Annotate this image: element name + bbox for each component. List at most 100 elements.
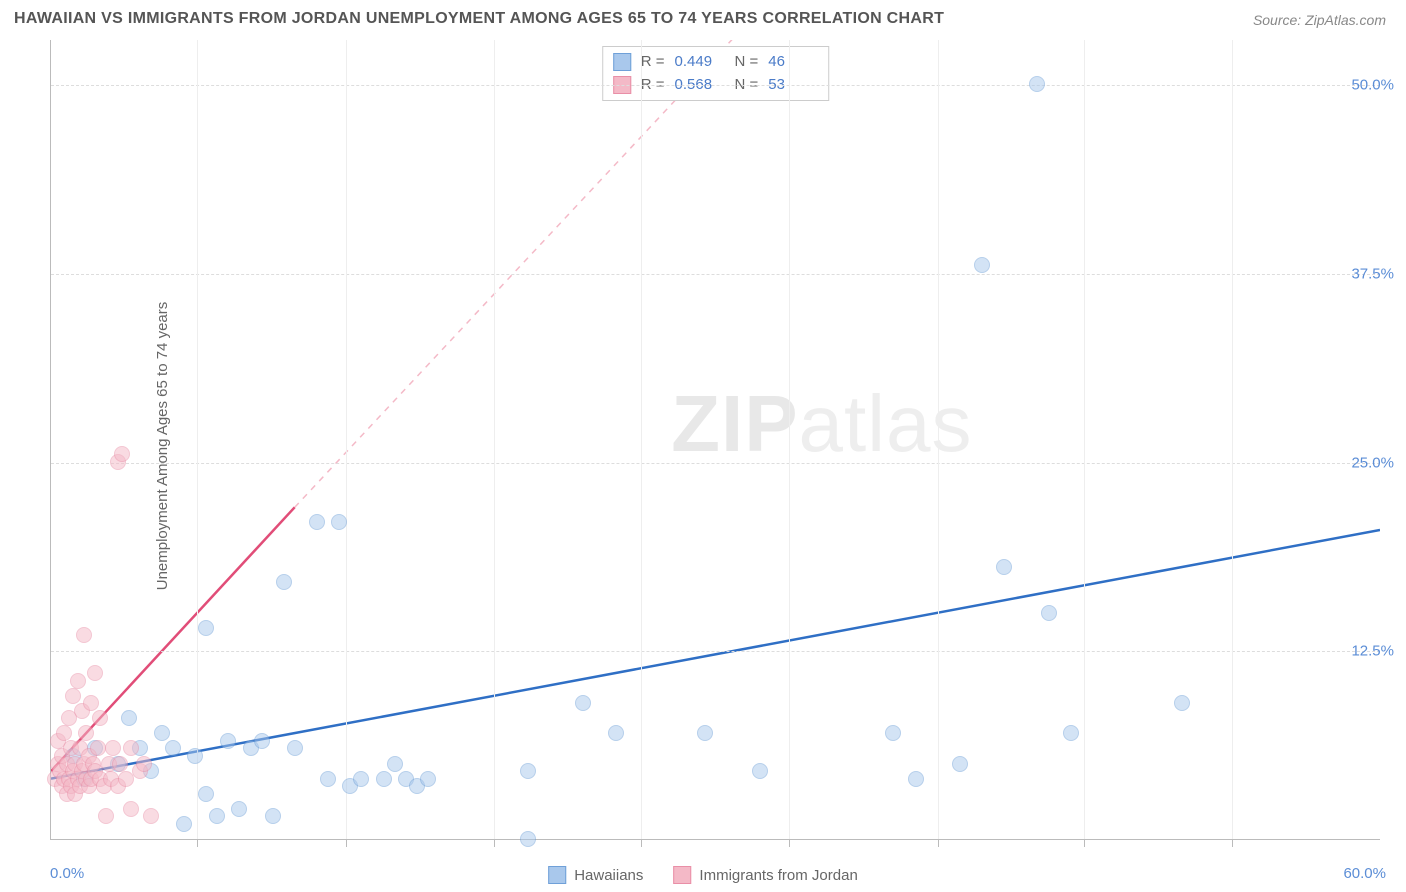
stat-r-label: R = <box>641 51 665 74</box>
data-point <box>176 816 192 832</box>
data-point <box>752 763 768 779</box>
gridline-v <box>1232 40 1233 839</box>
data-point <box>209 808 225 824</box>
data-point <box>187 748 203 764</box>
data-point <box>76 627 92 643</box>
gridline-v <box>641 40 642 839</box>
y-tick-label: 25.0% <box>1351 454 1394 471</box>
data-point <box>387 756 403 772</box>
gridline-h <box>51 274 1380 275</box>
gridline-v <box>494 40 495 839</box>
y-tick-label: 12.5% <box>1351 643 1394 660</box>
data-point <box>1041 605 1057 621</box>
data-point <box>83 695 99 711</box>
data-point <box>996 559 1012 575</box>
data-point <box>231 801 247 817</box>
data-point <box>353 771 369 787</box>
watermark-atlas: atlas <box>799 379 973 468</box>
legend-label: Hawaiians <box>574 867 643 884</box>
data-point <box>1029 76 1045 92</box>
data-point <box>98 808 114 824</box>
gridline-v <box>1084 40 1085 839</box>
data-point <box>974 257 990 273</box>
source-label: Source: ZipAtlas.com <box>1253 12 1386 28</box>
data-point <box>520 831 536 847</box>
data-point <box>1174 695 1190 711</box>
data-point <box>90 740 106 756</box>
stats-legend: R =0.449N =46R =0.568N =53 <box>602 46 830 101</box>
data-point <box>121 710 137 726</box>
data-point <box>154 725 170 741</box>
data-point <box>92 710 108 726</box>
legend-label: Immigrants from Jordan <box>699 867 857 884</box>
watermark-zip: ZIP <box>671 379 798 468</box>
stat-n-label: N = <box>735 51 759 74</box>
gridline-v <box>938 40 939 839</box>
legend-swatch <box>613 53 631 71</box>
data-point <box>87 665 103 681</box>
data-point <box>165 740 181 756</box>
chart-container: HAWAIIAN VS IMMIGRANTS FROM JORDAN UNEMP… <box>0 0 1406 892</box>
legend-item: Immigrants from Jordan <box>673 866 857 884</box>
data-point <box>265 808 281 824</box>
x-tick <box>197 839 198 847</box>
data-point <box>376 771 392 787</box>
data-point <box>320 771 336 787</box>
data-point <box>105 740 121 756</box>
legend-swatch <box>673 866 691 884</box>
x-tick <box>789 839 790 847</box>
data-point <box>309 514 325 530</box>
y-tick-label: 50.0% <box>1351 77 1394 94</box>
data-point <box>885 725 901 741</box>
data-point <box>908 771 924 787</box>
plot-area: ZIPatlas R =0.449N =46R =0.568N =53 <box>50 40 1380 840</box>
gridline-v <box>197 40 198 839</box>
gridline-v <box>789 40 790 839</box>
y-tick-label: 37.5% <box>1351 265 1394 282</box>
trend-svg <box>51 40 1380 839</box>
data-point <box>575 695 591 711</box>
x-tick <box>494 839 495 847</box>
gridline-h <box>51 651 1380 652</box>
x-tick <box>641 839 642 847</box>
data-point <box>220 733 236 749</box>
bottom-legend: Hawaiians Immigrants from Jordan <box>548 866 858 884</box>
data-point <box>123 740 139 756</box>
x-max-label: 60.0% <box>1343 865 1386 882</box>
data-point <box>56 725 72 741</box>
data-point <box>114 446 130 462</box>
data-point <box>123 801 139 817</box>
data-point <box>254 733 270 749</box>
data-point <box>112 756 128 772</box>
data-point <box>520 763 536 779</box>
chart-title: HAWAIIAN VS IMMIGRANTS FROM JORDAN UNEMP… <box>14 10 944 28</box>
gridline-h <box>51 463 1380 464</box>
gridline-v <box>346 40 347 839</box>
data-point <box>1063 725 1079 741</box>
stat-r-value: 0.449 <box>675 51 725 74</box>
legend-swatch <box>548 866 566 884</box>
watermark: ZIPatlas <box>671 378 972 470</box>
x-tick <box>1084 839 1085 847</box>
data-point <box>70 673 86 689</box>
data-point <box>608 725 624 741</box>
data-point <box>276 574 292 590</box>
stats-row: R = 0.449 N = 46 <box>613 51 819 74</box>
data-point <box>952 756 968 772</box>
data-point <box>198 620 214 636</box>
data-point <box>697 725 713 741</box>
gridline-h <box>51 85 1380 86</box>
data-point <box>331 514 347 530</box>
data-point <box>287 740 303 756</box>
x-tick <box>346 839 347 847</box>
data-point <box>136 756 152 772</box>
x-tick <box>938 839 939 847</box>
data-point <box>65 688 81 704</box>
stat-n-value: 46 <box>768 51 818 74</box>
data-point <box>420 771 436 787</box>
data-point <box>78 725 94 741</box>
data-point <box>143 808 159 824</box>
data-point <box>198 786 214 802</box>
legend-item: Hawaiians <box>548 866 643 884</box>
x-tick <box>1232 839 1233 847</box>
